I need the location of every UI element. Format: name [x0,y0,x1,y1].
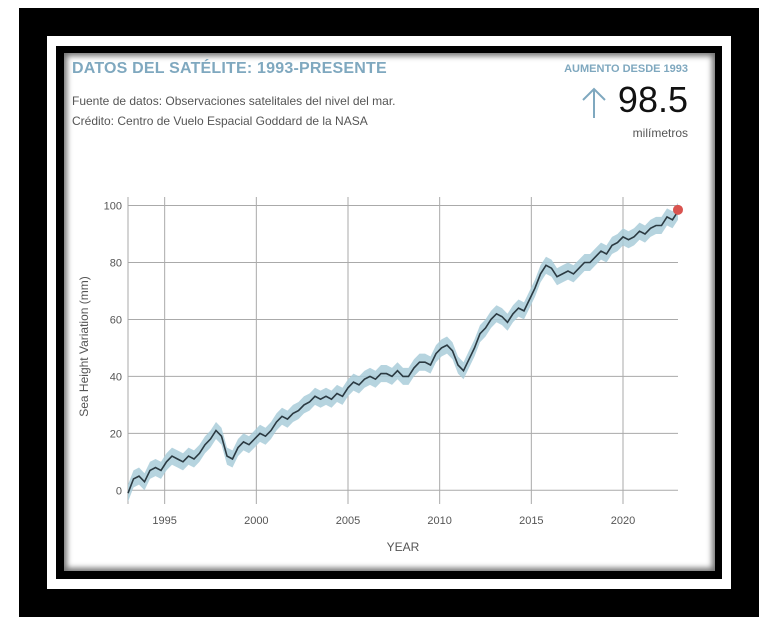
data-source: Fuente de datos: Observaciones satelital… [72,94,396,108]
x-tick-label: 2005 [336,515,360,527]
series-line [127,210,679,494]
x-tick-label: 1995 [152,515,176,527]
y-tick-label: 0 [116,485,122,497]
chart-title: DATOS DEL SATÉLITE: 1993-PRESENTE [72,60,387,77]
arrow-up-icon [582,87,606,118]
data-credit: Crédito: Centro de Vuelo Espacial Goddar… [72,114,368,128]
axis-labels: 0 20 40 60 80 100 1995 2000 2005 2010 2015 2020 [104,201,636,527]
x-tick-label: 2010 [427,515,451,527]
y-tick-label: 60 [110,314,122,326]
x-tick-label: 2000 [244,515,268,527]
x-axis-label: YEAR [387,540,420,554]
y-axis-label: Sea Height Variation (mm) [77,276,91,417]
x-tick-label: 2020 [611,515,635,527]
y-tick-label: 20 [110,428,122,440]
grid [127,197,678,504]
chart-card [64,53,715,571]
x-tick-label: 2015 [519,515,543,527]
y-tick-label: 80 [110,257,122,269]
y-tick-label: 40 [110,371,122,383]
y-tick-label: 100 [104,201,122,213]
increase-unit: milímetros [632,126,688,140]
latest-value-marker [673,204,683,215]
increase-label: AUMENTO DESDE 1993 [564,63,688,75]
increase-value: 98.5 [617,79,688,120]
uncertainty-band [128,202,678,502]
